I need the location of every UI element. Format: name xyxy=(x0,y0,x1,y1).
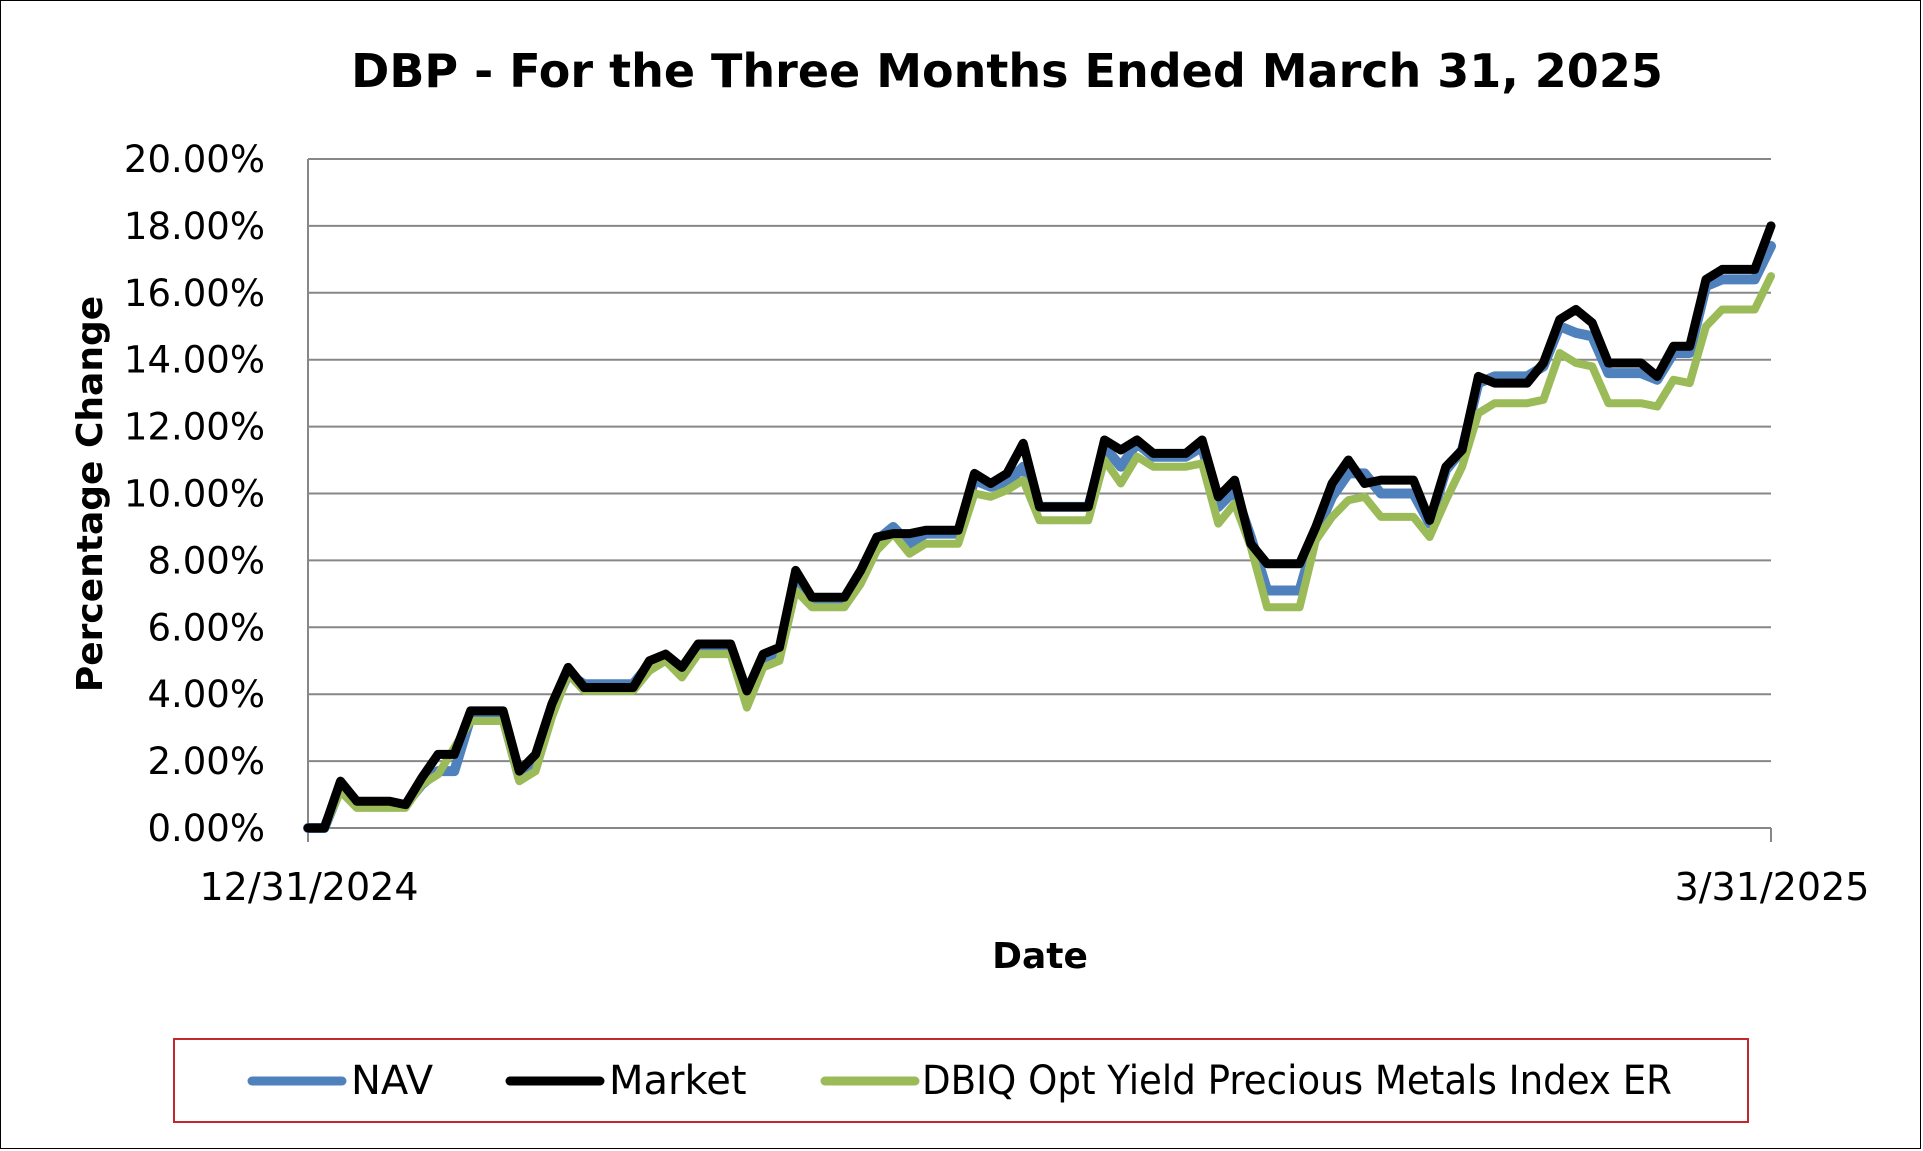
series-line-market xyxy=(303,221,1776,833)
y-tick-label: 2.00% xyxy=(147,740,265,783)
y-tick-label: 4.00% xyxy=(147,673,265,716)
legend: NAV Market DBIQ Opt Yield Precious Metal… xyxy=(247,1058,1672,1104)
legend-label-nav: NAV xyxy=(351,1058,434,1104)
y-tick-label: 0.00% xyxy=(147,807,265,850)
legend-box xyxy=(173,1038,1749,1123)
series-lines xyxy=(303,221,1776,833)
y-tick-label: 6.00% xyxy=(147,606,265,649)
y-axis-tick-labels: 0.00% 2.00% 4.00% 6.00% 8.00% 10.00% 12.00% 14.… xyxy=(124,138,265,850)
y-tick-label: 10.00% xyxy=(124,473,265,516)
x-axis-title: Date xyxy=(992,936,1088,977)
x-tick-label-end: 3/31/2025 xyxy=(1675,865,1870,909)
x-tick-label-start: 12/31/2024 xyxy=(199,865,418,909)
y-tick-label: 8.00% xyxy=(147,539,265,582)
y-tick-label: 18.00% xyxy=(124,205,265,248)
chart-title: DBP - For the Three Months Ended March 3… xyxy=(351,44,1663,98)
legend-label-index: DBIQ Opt Yield Precious Metals Index ER xyxy=(922,1058,1672,1104)
y-tick-label: 20.00% xyxy=(124,138,265,181)
y-tick-label: 16.00% xyxy=(124,272,265,315)
y-tick-label: 14.00% xyxy=(124,339,265,382)
legend-label-market: Market xyxy=(609,1058,747,1104)
gridlines xyxy=(308,158,1771,763)
y-tick-label: 12.00% xyxy=(124,406,265,449)
y-axis-title: Percentage Change xyxy=(70,296,111,692)
